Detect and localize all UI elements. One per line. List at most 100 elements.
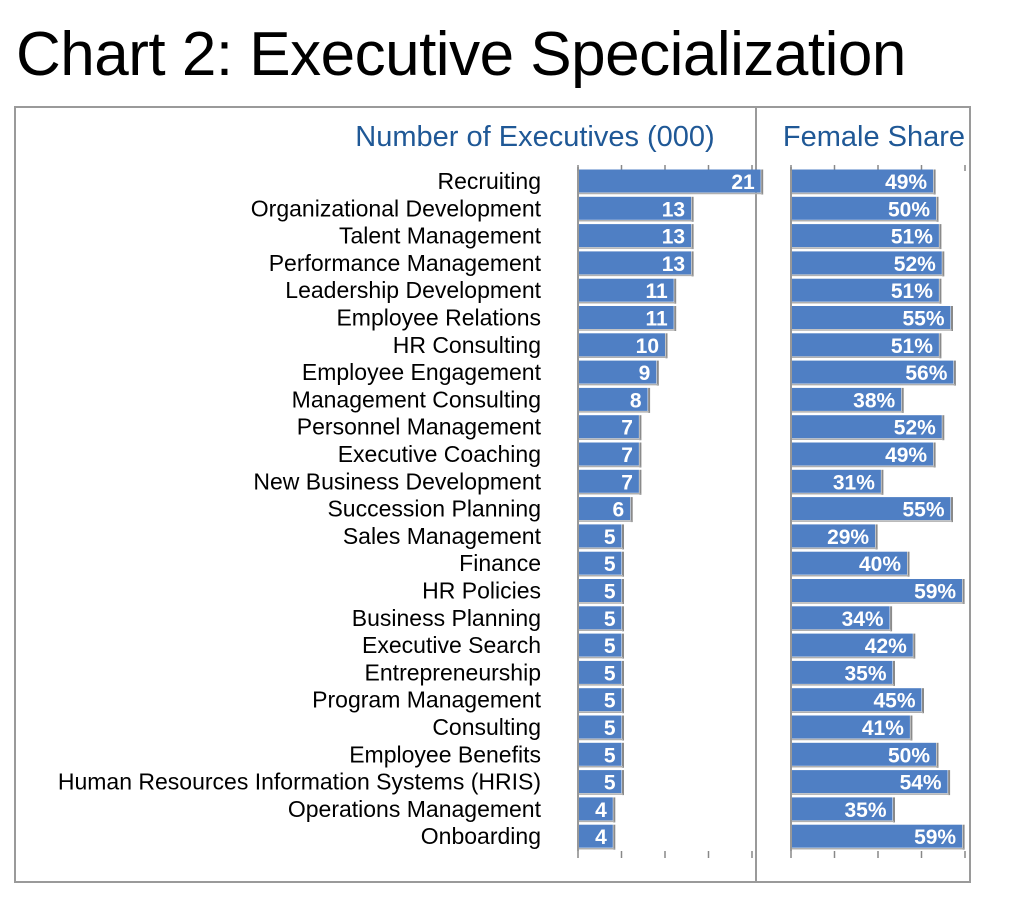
bar [579, 415, 639, 439]
bar [792, 387, 902, 411]
category-label: Employee Relations [336, 305, 541, 331]
data-label: 35% [844, 662, 886, 685]
data-label: 11 [645, 280, 668, 303]
category-label: HR Consulting [393, 332, 541, 358]
data-label: 5 [604, 635, 616, 658]
data-label: 5 [604, 717, 616, 740]
data-label: 34% [842, 608, 884, 631]
bar [579, 688, 622, 712]
bar [579, 169, 761, 193]
data-label: 29% [827, 526, 869, 549]
bar [792, 360, 954, 384]
panel-title-female-share: Female Share [783, 121, 965, 153]
category-label: Operations Management [288, 796, 542, 822]
data-label: 31% [833, 471, 875, 494]
bar [792, 606, 890, 630]
bar [579, 551, 622, 575]
bar [792, 633, 913, 657]
data-label: 52% [894, 253, 936, 276]
data-label: 50% [888, 198, 930, 221]
data-label: 5 [604, 772, 616, 795]
category-label: Entrepreneurship [365, 659, 541, 685]
data-label: 54% [900, 772, 942, 795]
data-label: 55% [902, 499, 944, 522]
category-label: Consulting [432, 714, 541, 740]
data-label: 10 [636, 335, 659, 358]
category-label: Human Resources Information Systems (HRI… [58, 769, 541, 795]
bar [579, 251, 692, 275]
bar [792, 306, 951, 329]
bar [792, 742, 936, 766]
bar [579, 306, 674, 329]
data-label: 35% [844, 799, 886, 822]
data-label: 51% [891, 280, 933, 303]
data-label: 8 [630, 389, 642, 412]
bar [579, 387, 648, 411]
category-label: Program Management [312, 687, 541, 713]
bar [579, 824, 613, 848]
bar [792, 797, 893, 821]
category-label: Sales Management [343, 523, 542, 549]
category-label: Employee Benefits [349, 741, 541, 767]
data-label: 49% [885, 171, 927, 194]
data-label: 56% [905, 362, 947, 385]
bar [579, 278, 674, 302]
data-label: 7 [621, 471, 633, 494]
data-label: 59% [914, 581, 956, 604]
data-label: 5 [604, 744, 616, 767]
category-label: Talent Management [339, 223, 542, 249]
bar [579, 224, 692, 248]
data-label: 7 [621, 444, 633, 467]
bar [579, 196, 692, 220]
bar [579, 469, 639, 493]
category-label: Personnel Management [297, 414, 542, 440]
bar [579, 579, 622, 602]
bar [792, 333, 939, 357]
bar [792, 251, 942, 275]
bar [792, 469, 881, 493]
chart-title: Chart 2: Executive Specialization [16, 20, 906, 89]
bar [579, 360, 657, 384]
data-label: 11 [645, 308, 668, 331]
bar [792, 524, 876, 548]
data-label: 5 [604, 526, 616, 549]
data-label: 4 [595, 826, 607, 849]
data-label: 45% [873, 690, 915, 713]
bar [792, 579, 963, 602]
bar [792, 551, 907, 575]
category-label: Business Planning [352, 605, 541, 631]
category-label: Performance Management [269, 250, 542, 276]
data-label: 49% [885, 444, 927, 467]
data-label: 13 [662, 226, 685, 249]
bar [579, 633, 622, 657]
category-label: Leadership Development [285, 277, 541, 303]
bar [579, 660, 622, 684]
bar [792, 196, 936, 220]
data-label: 5 [604, 608, 616, 631]
bar [792, 688, 922, 712]
data-label: 52% [894, 417, 936, 440]
bar [579, 442, 639, 466]
bar [792, 497, 951, 521]
data-label: 42% [865, 635, 907, 658]
data-label: 5 [604, 581, 616, 604]
data-label: 50% [888, 744, 930, 767]
bar [792, 715, 910, 739]
category-label: Organizational Development [251, 195, 542, 221]
category-label: Recruiting [437, 168, 541, 194]
category-label: Executive Coaching [338, 441, 541, 467]
category-label: New Business Development [253, 468, 541, 494]
data-label: 4 [595, 799, 607, 822]
bar [579, 742, 622, 766]
bar [579, 797, 613, 821]
bar [792, 442, 934, 466]
bar [579, 333, 665, 357]
bar [792, 770, 948, 794]
bar [792, 660, 893, 684]
panel-female-share: 49% 50% 51% 52% 51% 55% 51% 56% 38% 52% 49% 31% 55% 2… [790, 165, 966, 858]
bar [792, 224, 939, 248]
category-label: Succession Planning [327, 496, 541, 522]
category-label: Employee Engagement [302, 359, 542, 385]
bar [792, 169, 934, 193]
